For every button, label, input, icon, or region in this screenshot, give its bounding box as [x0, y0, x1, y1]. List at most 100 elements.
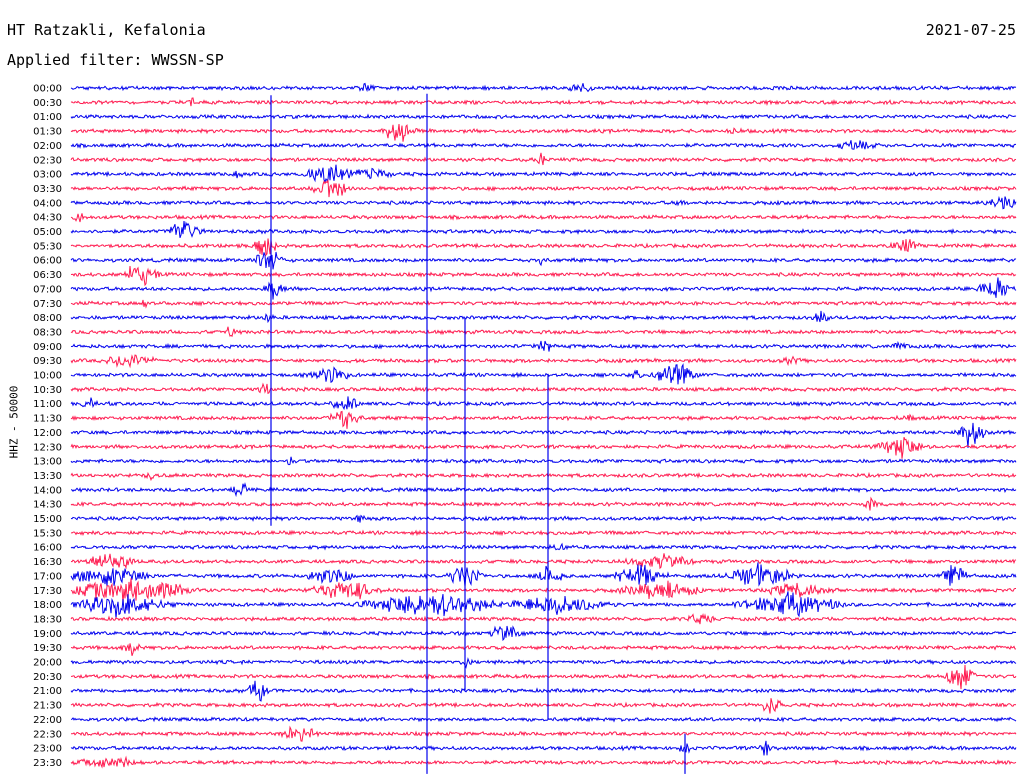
trace-1000 — [70, 363, 1017, 385]
trace-1900 — [70, 625, 1017, 642]
trace-0630 — [70, 266, 1017, 287]
trace-0530 — [70, 238, 1017, 257]
station-title: HT Ratzakli, Kefalonia — [7, 21, 206, 39]
time-label: 18:30 — [33, 614, 62, 625]
trace-0730 — [70, 299, 1017, 309]
time-label: 03:30 — [33, 184, 62, 195]
trace-1530 — [70, 529, 1017, 537]
trace-1330 — [70, 471, 1017, 482]
time-label: 07:00 — [33, 284, 62, 295]
trace-0430 — [70, 213, 1017, 223]
time-label: 10:30 — [33, 385, 62, 396]
trace-2000 — [70, 657, 1017, 669]
trace-0930 — [70, 354, 1017, 369]
filter-label: Applied filter: WWSSN-SP — [7, 51, 224, 69]
trace-0200 — [70, 140, 1017, 150]
trace-1500 — [70, 514, 1017, 523]
trace-2300 — [70, 740, 1017, 756]
trace-0700 — [70, 277, 1017, 300]
trace-0400 — [70, 195, 1017, 210]
time-label: 02:00 — [33, 141, 62, 152]
time-label: 15:30 — [33, 528, 62, 539]
time-label: 17:30 — [33, 586, 62, 597]
trace-0230 — [70, 152, 1017, 166]
trace-1700 — [70, 562, 1017, 587]
time-label: 21:30 — [33, 701, 62, 712]
recording-date: 2021-07-25 — [925, 21, 1016, 39]
time-label: 11:30 — [33, 414, 62, 425]
time-labels: 00:00 00:30 01:00 01:30 02:00 02:30 03:00 03:30… — [33, 84, 62, 769]
time-label: 14:30 — [33, 500, 62, 511]
time-label: 18:00 — [33, 600, 62, 611]
time-label: 07:30 — [33, 299, 62, 310]
trace-0600 — [70, 251, 1017, 270]
trace-1800 — [70, 591, 1017, 619]
time-label: 01:30 — [33, 127, 62, 138]
time-label: 08:30 — [33, 327, 62, 338]
time-label: 16:00 — [33, 543, 62, 554]
trace-0500 — [70, 221, 1017, 238]
time-label: 05:30 — [33, 241, 62, 252]
trace-1200 — [70, 422, 1017, 449]
time-label: 23:30 — [33, 758, 62, 769]
time-label: 10:00 — [33, 371, 62, 382]
time-label: 13:00 — [33, 457, 62, 468]
time-label: 04:00 — [33, 198, 62, 209]
trace-0330 — [70, 178, 1017, 198]
trace-1930 — [71, 643, 1017, 656]
time-label: 02:30 — [33, 155, 62, 166]
trace-2200 — [70, 716, 1017, 723]
time-label: 19:00 — [33, 629, 62, 640]
trace-0100 — [70, 113, 1017, 120]
trace-2230 — [71, 725, 1017, 742]
trace-0130 — [70, 123, 1017, 142]
time-label: 13:30 — [33, 471, 62, 482]
time-label: 17:00 — [33, 571, 62, 582]
time-label: 21:00 — [33, 686, 62, 697]
trace-1630 — [70, 553, 1017, 570]
trace-0030 — [70, 97, 1017, 107]
time-label: 11:00 — [33, 399, 62, 410]
trace-1230 — [70, 437, 1017, 459]
time-label: 14:00 — [33, 485, 62, 496]
trace-2330 — [70, 755, 1017, 769]
trace-1730 — [70, 578, 1016, 604]
trace-0900 — [70, 340, 1017, 352]
trace-1130 — [70, 410, 1017, 429]
trace-0800 — [70, 310, 1017, 324]
trace-2130 — [70, 698, 1017, 714]
time-label: 09:00 — [33, 342, 62, 353]
time-label: 05:00 — [33, 227, 62, 238]
seismic-spikes — [270, 93, 686, 774]
time-label: 15:00 — [33, 514, 62, 525]
time-label: 03:00 — [33, 170, 62, 181]
trace-0300 — [70, 164, 1016, 183]
time-label: 20:30 — [33, 672, 62, 683]
seismic-traces — [70, 82, 1017, 769]
time-label: 12:30 — [33, 442, 62, 453]
trace-1300 — [70, 456, 1017, 466]
time-label: 04:30 — [33, 213, 62, 224]
time-label: 19:30 — [33, 643, 62, 654]
time-label: 08:00 — [33, 313, 62, 324]
time-label: 12:00 — [33, 428, 62, 439]
trace-1030 — [70, 382, 1017, 395]
trace-1430 — [70, 496, 1017, 511]
time-label: 00:30 — [33, 98, 62, 109]
time-label: 09:30 — [33, 356, 62, 367]
time-label: 22:00 — [33, 715, 62, 726]
time-label: 23:00 — [33, 744, 62, 755]
trace-0000 — [70, 82, 1017, 93]
trace-1400 — [70, 482, 1017, 498]
time-label: 06:30 — [33, 270, 62, 281]
trace-1600 — [70, 542, 1017, 551]
trace-2030 — [71, 664, 1017, 690]
time-label: 06:00 — [33, 256, 62, 267]
trace-2100 — [70, 680, 1017, 702]
trace-1100 — [70, 396, 1017, 411]
trace-0830 — [70, 326, 1017, 338]
time-label: 00:00 — [33, 84, 62, 95]
time-label: 20:00 — [33, 658, 62, 669]
time-label: 22:30 — [33, 729, 62, 740]
